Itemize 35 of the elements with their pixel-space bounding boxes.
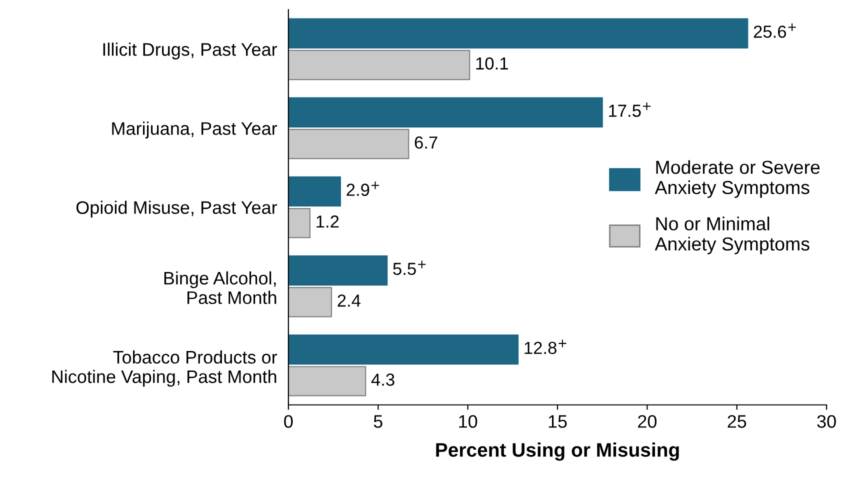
- bar: [288, 255, 388, 286]
- y-tick-label: Binge Alcohol, Past Month: [164, 271, 276, 304]
- x-tick-label: 5: [374, 415, 382, 428]
- x-tick-label: 20: [638, 415, 657, 428]
- data-label: 12.8$^{+}$: [524, 340, 566, 354]
- x-tick-label: 25: [728, 415, 746, 428]
- x-tick-label: 15: [548, 415, 567, 428]
- bar: [288, 97, 603, 128]
- bar: [288, 334, 519, 365]
- bar: [288, 287, 332, 318]
- bar: [288, 18, 748, 48]
- data-label: 5.5$^{+}$: [393, 260, 426, 276]
- x-tick-label: 10: [459, 415, 478, 428]
- bar: [288, 50, 470, 80]
- y-tick-label: Tobacco Products or Nicotine Vaping, Past Month: [52, 350, 278, 387]
- legend-label: No or Minimal Anxiety Symptoms: [654, 216, 810, 254]
- bar: [288, 366, 366, 396]
- y-tick-label: Marijuana, Past Year: [112, 122, 278, 138]
- data-label: 6.7: [414, 136, 438, 149]
- bar: [288, 176, 342, 207]
- x-tick-label: 30: [817, 415, 836, 428]
- data-label: 25.6$^{+}$: [754, 23, 796, 38]
- data-label: 17.5$^{+}$: [609, 102, 651, 117]
- x-tick-label: 0: [284, 415, 293, 428]
- data-label: 2.9$^{+}$: [346, 182, 380, 196]
- y-tick-label: Illicit Drugs, Past Year: [103, 42, 278, 60]
- x-axis-title: Percent Using or Misusing: [436, 442, 679, 461]
- data-label: 2.4: [338, 294, 360, 307]
- data-label: 10.1: [476, 57, 508, 70]
- data-label: 4.3: [371, 374, 394, 386]
- legend-label: Moderate or Severe Anxiety Symptoms: [654, 160, 820, 198]
- data-label: 1.2: [316, 215, 339, 228]
- y-tick-label: Opioid Misuse, Past Year: [76, 200, 278, 218]
- bar: [288, 208, 311, 238]
- bar: [288, 128, 410, 160]
